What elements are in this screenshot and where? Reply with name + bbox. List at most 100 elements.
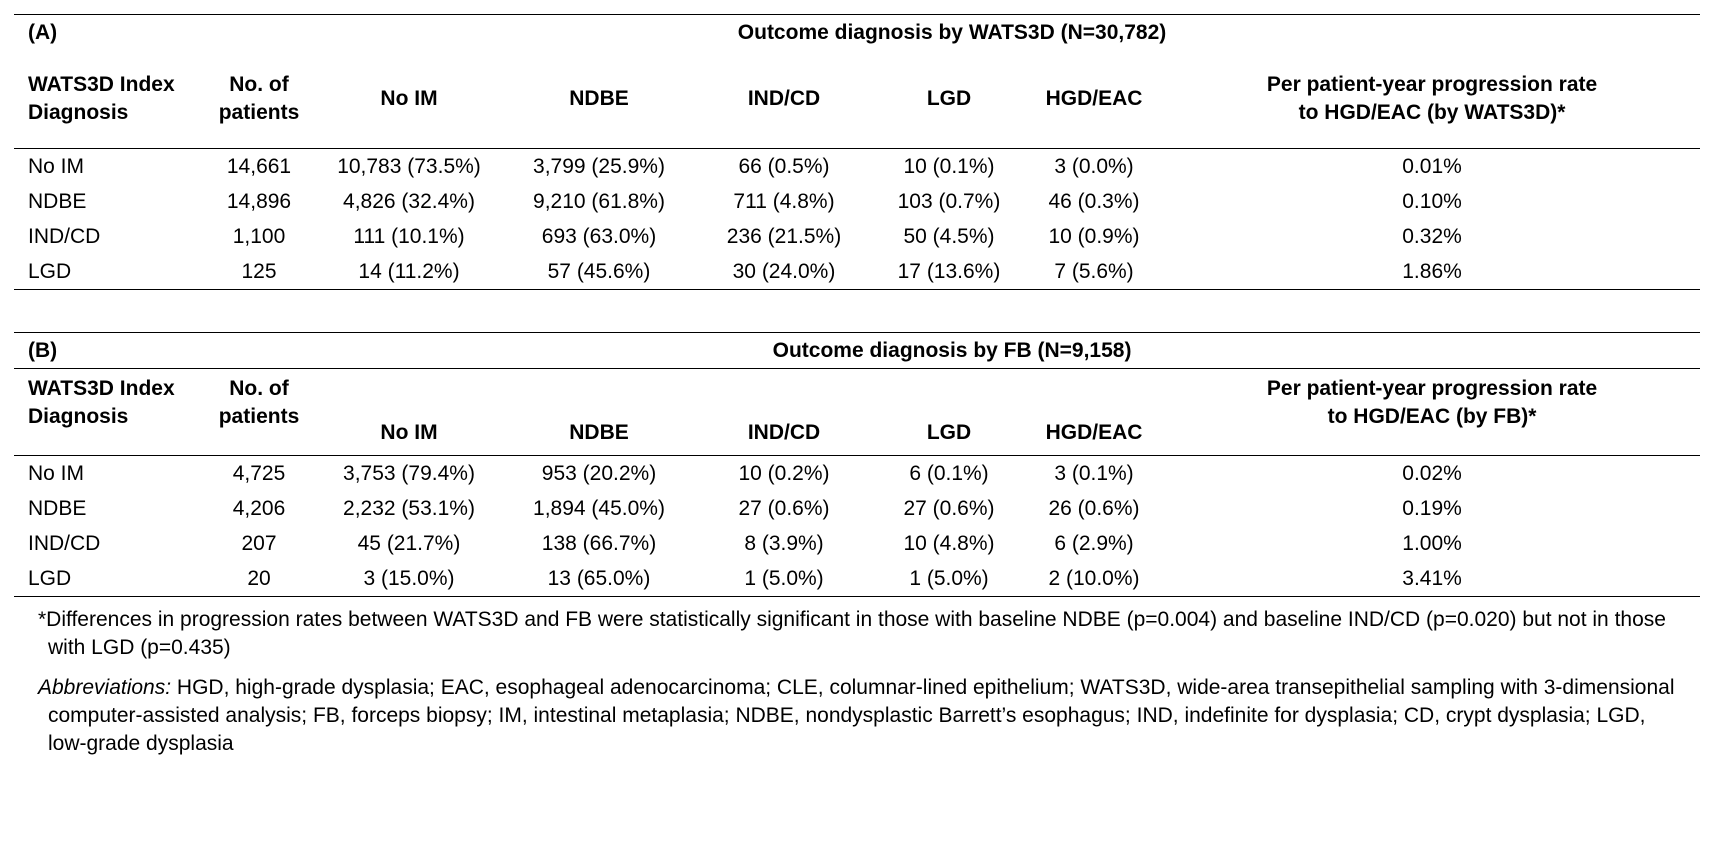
table-cell: 0.32% (1402, 224, 1462, 248)
header-line: Diagnosis (28, 101, 129, 124)
table-cell: 14,896 (226, 189, 292, 213)
table-row: IND/CD 1,100 111 (10.1%) 693 (63.0%) 236… (14, 219, 1700, 254)
table-cell: 7 (5.6%) (1024, 254, 1164, 290)
column-header-no-im: No IM (314, 368, 504, 456)
table-cell: 103 (0.7%) (897, 189, 1001, 213)
table-cell: 1 (5.0%) (874, 561, 1024, 597)
table-cell: 236 (21.5%) (726, 224, 842, 248)
table-cell: 2 (10.0%) (1024, 561, 1164, 597)
header-line: Per patient-year progression rate (1266, 377, 1598, 400)
table-cell: 20 (204, 561, 314, 597)
table-row: No IM 14,661 10,783 (73.5%) 3,799 (25.9%… (14, 149, 1700, 185)
table-cell: 45 (21.7%) (357, 531, 461, 555)
table-cell: 10 (0.1%) (903, 154, 995, 178)
table-cell: 10 (4.8%) (903, 531, 995, 555)
table-cell: 3 (15.0%) (314, 561, 504, 597)
table-cell: 2,232 (53.1%) (343, 496, 475, 520)
column-header-no-of-patients: No. of patients (204, 50, 314, 149)
table-notes: *Differences in progression rates betwee… (38, 606, 1678, 758)
table-b-title: Outcome diagnosis by FB (N=9,158) (204, 332, 1701, 369)
table-cell: 0.19% (1402, 496, 1462, 520)
column-header-lgd: LGD (874, 368, 1024, 456)
table-cell: 3,799 (25.9%) (533, 154, 665, 178)
table-cell: 27 (0.6%) (738, 496, 830, 520)
header-line: Per patient-year progression rate (1266, 73, 1598, 96)
table-cell: 111 (10.1%) (353, 224, 465, 248)
column-header-index-diagnosis: WATS3D Index Diagnosis (14, 368, 204, 456)
table-cell: 1.86% (1164, 254, 1701, 290)
table-cell: 10 (0.2%) (738, 461, 830, 485)
header-line: No. of (229, 73, 289, 96)
table-row: IND/CD 207 45 (21.7%) 138 (66.7%) 8 (3.9… (14, 526, 1700, 561)
table-cell: 125 (204, 254, 314, 290)
column-header-ind-cd: IND/CD (694, 50, 874, 149)
table-cell: LGD (14, 561, 204, 597)
footnote: *Differences in progression rates betwee… (38, 608, 1666, 659)
table-cell: 1 (5.0%) (694, 561, 874, 597)
table-cell: No IM (28, 461, 85, 485)
abbreviations-text: HGD, high-grade dysplasia; EAC, esophage… (48, 676, 1675, 755)
column-header-no-of-patients: No. of patients (204, 368, 314, 456)
header-line: WATS3D Index (28, 377, 175, 400)
header-line: patients (218, 101, 300, 124)
column-header-ndbe: NDBE (504, 50, 694, 149)
table-cell: 46 (0.3%) (1048, 189, 1140, 213)
table-cell: 10,783 (73.5%) (337, 154, 481, 178)
table-cell: 17 (13.6%) (874, 254, 1024, 290)
column-header-index-diagnosis: WATS3D Index Diagnosis (14, 50, 204, 149)
table-row: LGD 20 3 (15.0%) 13 (65.0%) 1 (5.0%) 1 (… (14, 561, 1701, 597)
abbreviations-note: Abbreviations: HGD, high-grade dysplasia… (38, 674, 1678, 758)
table-cell: 13 (65.0%) (504, 561, 694, 597)
table-a: (A) Outcome diagnosis by WATS3D (N=30,78… (14, 14, 1701, 290)
table-cell: 30 (24.0%) (694, 254, 874, 290)
table-a-header-row: WATS3D Index Diagnosis No. of patients N… (14, 50, 1701, 149)
table-cell: 26 (0.6%) (1048, 496, 1140, 520)
column-header-progression-rate: Per patient-year progression rate to HGD… (1164, 50, 1701, 149)
table-cell: 4,206 (232, 496, 286, 520)
table-cell: 953 (20.2%) (541, 461, 657, 485)
table-cell: 6 (2.9%) (1054, 531, 1134, 555)
table-cell: NDBE (28, 496, 87, 520)
table-cell: No IM (28, 154, 85, 178)
table-cell: 14 (11.2%) (314, 254, 504, 290)
table-cell: 711 (4.8%) (733, 189, 835, 213)
header-line: patients (218, 405, 300, 428)
header-line: WATS3D Index (28, 73, 175, 96)
table-cell: 9,210 (61.8%) (533, 189, 665, 213)
table-cell: IND/CD (28, 531, 101, 555)
table-cell: 1,100 (232, 224, 286, 248)
table-cell: LGD (14, 254, 204, 290)
table-b-label: (B) (14, 332, 204, 369)
table-b: (B) Outcome diagnosis by FB (N=9,158) WA… (14, 332, 1701, 597)
column-header-hgd-eac: HGD/EAC (1024, 50, 1164, 149)
column-header-progression-rate: Per patient-year progression rate to HGD… (1164, 368, 1701, 456)
table-a-title-row: (A) Outcome diagnosis by WATS3D (N=30,78… (14, 14, 1701, 50)
table-cell: 0.10% (1402, 189, 1462, 213)
table-cell: 1,894 (45.0%) (533, 496, 665, 520)
table-cell: 8 (3.9%) (744, 531, 824, 555)
table-cell: 207 (241, 531, 277, 555)
table-cell: 14,661 (226, 154, 292, 178)
table-cell: 3.41% (1164, 561, 1701, 597)
header-line: to HGD/EAC (by FB)* (1327, 405, 1537, 428)
column-header-ndbe: NDBE (504, 368, 694, 456)
column-header-no-im: No IM (314, 50, 504, 149)
table-cell: 6 (0.1%) (909, 461, 989, 485)
table-cell: 50 (4.5%) (903, 224, 995, 248)
table-a-label: (A) (14, 14, 204, 50)
abbreviations-label: Abbreviations: (38, 676, 172, 699)
table-a-title: Outcome diagnosis by WATS3D (N=30,782) (204, 14, 1701, 50)
table-row: LGD 125 14 (11.2%) 57 (45.6%) 30 (24.0%)… (14, 254, 1701, 290)
table-row: No IM 4,725 3,753 (79.4%) 953 (20.2%) 10… (14, 456, 1700, 492)
table-cell: 3 (0.1%) (1054, 461, 1134, 485)
header-line: Diagnosis (28, 405, 129, 428)
table-cell: 4,826 (32.4%) (343, 189, 475, 213)
table-b-header-row: WATS3D Index Diagnosis No. of patients N… (14, 368, 1701, 456)
table-cell: IND/CD (28, 224, 101, 248)
table-cell: 1.00% (1402, 531, 1462, 555)
table-b-title-row: (B) Outcome diagnosis by FB (N=9,158) (14, 332, 1701, 369)
table-cell: 10 (0.9%) (1048, 224, 1140, 248)
header-line: No. of (229, 377, 289, 400)
table-row: NDBE 14,896 4,826 (32.4%) 9,210 (61.8%) … (14, 184, 1700, 219)
table-cell: 66 (0.5%) (738, 154, 830, 178)
